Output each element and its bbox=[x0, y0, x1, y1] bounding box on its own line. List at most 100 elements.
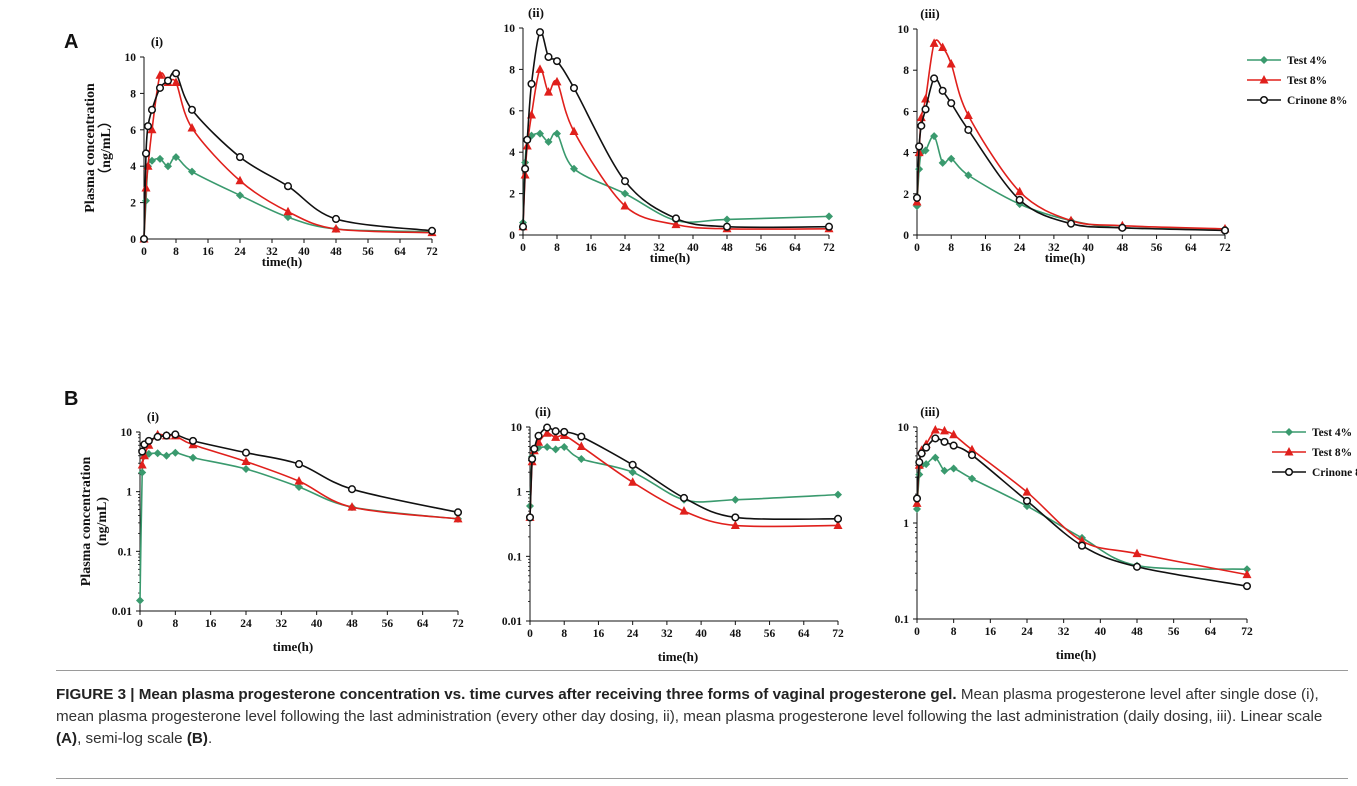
legend-label: Test 8% bbox=[1287, 75, 1327, 87]
data-point-triangle bbox=[833, 520, 843, 529]
data-point-triangle bbox=[940, 425, 949, 435]
subpanel-label: (ii) bbox=[528, 5, 544, 20]
data-point-circle bbox=[521, 164, 530, 173]
data-point-diamond bbox=[921, 146, 930, 155]
y-tick-label: 1 bbox=[126, 487, 132, 499]
data-point-triangle bbox=[628, 477, 638, 486]
y-tick-label: 8 bbox=[130, 88, 136, 100]
x-tick-label: 72 bbox=[832, 628, 844, 640]
data-point-circle bbox=[915, 458, 924, 467]
data-point-circle bbox=[912, 193, 922, 202]
x-axis-label: time(h) bbox=[1056, 647, 1096, 662]
data-point-diamond bbox=[138, 468, 147, 477]
x-tick-label: 0 bbox=[527, 628, 533, 640]
data-point-circle bbox=[139, 234, 149, 244]
caption-bold-b: (B) bbox=[186, 730, 208, 747]
data-point-triangle bbox=[171, 77, 181, 86]
data-point-triangle bbox=[1022, 487, 1032, 496]
subpanel-label: (ii) bbox=[535, 404, 551, 419]
data-point-diamond bbox=[242, 464, 250, 473]
data-point-circle bbox=[1118, 223, 1127, 232]
series-line-test-4- bbox=[522, 131, 830, 223]
data-point-diamond bbox=[1243, 565, 1251, 574]
data-point-triangle bbox=[187, 122, 197, 132]
caption-line1: Mean plasma progesterone level after sin… bbox=[56, 686, 1323, 725]
data-point-triangle bbox=[137, 459, 147, 469]
data-point-triangle bbox=[569, 126, 579, 135]
y-tick-label: 10 bbox=[504, 23, 516, 35]
y-axis-unit: （ng/mL） bbox=[98, 114, 114, 182]
x-tick-label: 0 bbox=[914, 626, 920, 638]
data-point-circle bbox=[331, 214, 341, 224]
y-tick-label: 2 bbox=[509, 189, 515, 201]
subpanel-label: (i) bbox=[147, 409, 159, 424]
y-axis-unit: (ng/mL) bbox=[95, 497, 110, 546]
data-point-diamond bbox=[628, 468, 637, 477]
data-point-diamond bbox=[153, 449, 162, 458]
x-axis-label: time(h) bbox=[658, 649, 698, 664]
data-point-diamond bbox=[940, 466, 949, 475]
data-point-diamond bbox=[543, 443, 552, 452]
legend: Test 4% Test 8% Crinone 8% bbox=[1247, 55, 1347, 107]
data-point-triangle bbox=[576, 441, 586, 450]
x-axis-label: time(h) bbox=[650, 250, 690, 265]
y-tick-label: 4 bbox=[509, 147, 515, 159]
series-line-test-4- bbox=[916, 456, 1248, 571]
caption-top-rule bbox=[56, 670, 1348, 671]
series-line-test-8- bbox=[522, 68, 830, 230]
data-point-triangle bbox=[1132, 548, 1142, 558]
data-point-circle bbox=[930, 74, 939, 83]
panel-label-b: B bbox=[64, 388, 78, 410]
series-line-crinone-8- bbox=[916, 77, 1226, 232]
data-point-diamond bbox=[164, 162, 172, 171]
x-tick-label: 32 bbox=[276, 618, 288, 630]
data-point-diamond bbox=[172, 153, 180, 162]
data-point-diamond bbox=[295, 482, 303, 491]
series-line-test-8- bbox=[916, 39, 1226, 230]
x-tick-label: 24 bbox=[234, 246, 246, 258]
data-point-circle bbox=[671, 214, 681, 223]
y-tick-label: 6 bbox=[903, 106, 909, 118]
data-point-circle bbox=[347, 485, 357, 494]
x-tick-label: 64 bbox=[1205, 626, 1217, 638]
data-point-triangle bbox=[241, 456, 251, 466]
y-tick-label: 1 bbox=[903, 518, 909, 530]
x-tick-label: 0 bbox=[141, 246, 147, 258]
data-point-circle bbox=[560, 427, 569, 436]
data-point-triangle bbox=[1284, 447, 1294, 456]
y-tick-label: 2 bbox=[130, 198, 136, 210]
data-point-diamond bbox=[825, 212, 833, 221]
series-line-crinone-8- bbox=[529, 426, 839, 521]
data-point-circle bbox=[1132, 562, 1142, 571]
caption-title: FIGURE 3 | Mean plasma progesterone conc… bbox=[56, 686, 957, 703]
data-point-circle bbox=[938, 86, 947, 95]
x-tick-label: 32 bbox=[653, 242, 665, 254]
data-point-circle bbox=[940, 437, 949, 446]
data-point-circle bbox=[155, 83, 165, 92]
data-point-circle bbox=[534, 431, 543, 440]
x-tick-label: 48 bbox=[330, 246, 342, 258]
x-tick-label: 56 bbox=[1151, 242, 1163, 254]
data-point-circle bbox=[569, 83, 579, 93]
legend-label: Test 4% bbox=[1287, 55, 1327, 67]
data-point-circle bbox=[141, 149, 151, 158]
data-point-diamond bbox=[236, 191, 244, 200]
data-point-circle bbox=[1066, 219, 1076, 228]
x-tick-label: 40 bbox=[695, 628, 707, 640]
legend-label: Crinone 8% bbox=[1287, 95, 1347, 107]
data-point-circle bbox=[628, 460, 637, 469]
y-tick-label: 2 bbox=[903, 189, 909, 201]
data-point-triangle bbox=[544, 87, 553, 96]
y-tick-label: 0 bbox=[509, 230, 515, 242]
x-tick-label: 8 bbox=[951, 626, 957, 638]
data-point-diamond bbox=[931, 453, 940, 462]
data-point-circle bbox=[1259, 95, 1269, 105]
x-tick-label: 56 bbox=[1168, 626, 1180, 638]
x-tick-label: 40 bbox=[298, 246, 310, 258]
x-tick-label: 72 bbox=[426, 246, 438, 258]
panel-label-a: A bbox=[64, 31, 78, 53]
x-tick-label: 48 bbox=[346, 618, 358, 630]
